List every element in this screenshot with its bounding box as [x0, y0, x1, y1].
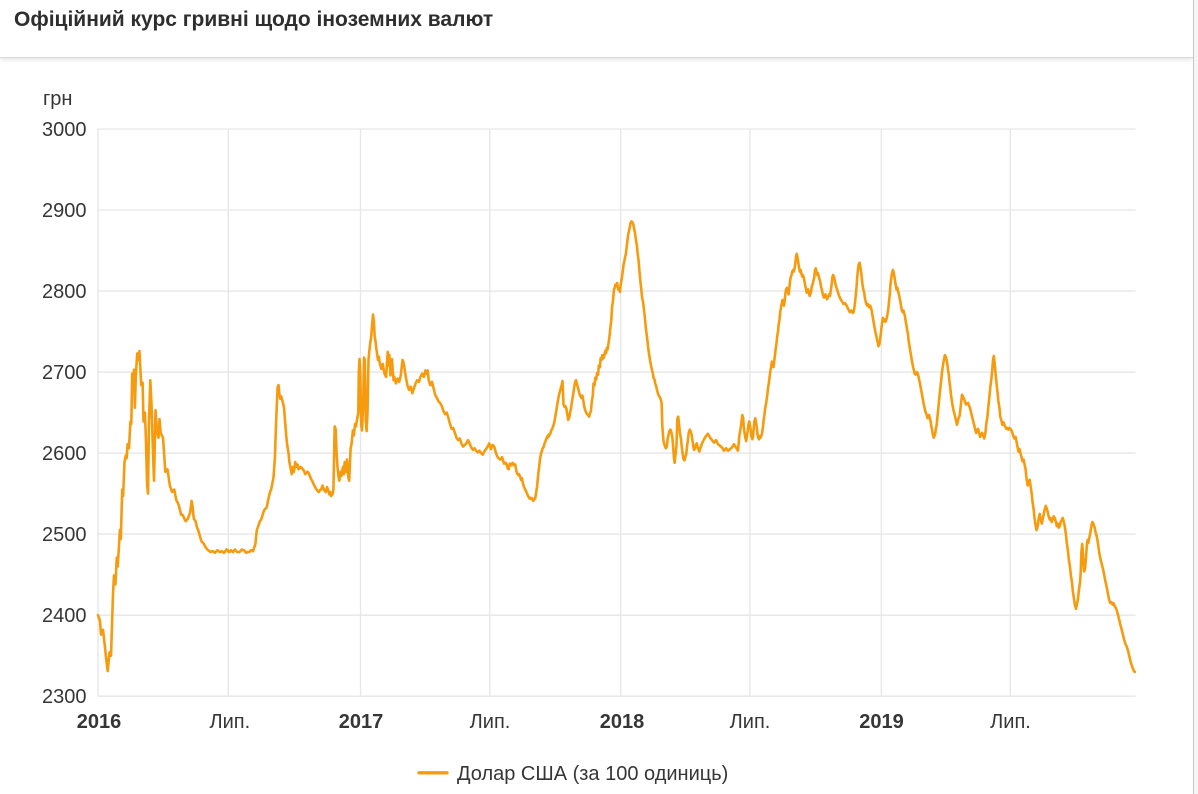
svg-text:Лип.: Лип.: [730, 711, 771, 733]
svg-text:2900: 2900: [42, 200, 87, 222]
svg-text:2400: 2400: [42, 605, 87, 627]
svg-text:3000: 3000: [42, 119, 87, 141]
svg-text:Лип.: Лип.: [990, 711, 1031, 733]
svg-text:2800: 2800: [42, 281, 87, 303]
svg-text:2600: 2600: [42, 443, 87, 465]
svg-text:Лип.: Лип.: [470, 711, 511, 733]
svg-text:2017: 2017: [339, 711, 384, 733]
svg-text:грн: грн: [43, 88, 72, 110]
svg-text:Долар США (за 100 одиниць): Долар США (за 100 одиниць): [457, 763, 728, 785]
svg-text:2300: 2300: [42, 686, 87, 708]
svg-text:2016: 2016: [77, 711, 122, 733]
svg-text:2700: 2700: [42, 362, 87, 384]
svg-text:2018: 2018: [600, 711, 645, 733]
svg-text:Лип.: Лип.: [209, 711, 250, 733]
svg-text:2500: 2500: [42, 524, 87, 546]
svg-text:2019: 2019: [859, 711, 904, 733]
